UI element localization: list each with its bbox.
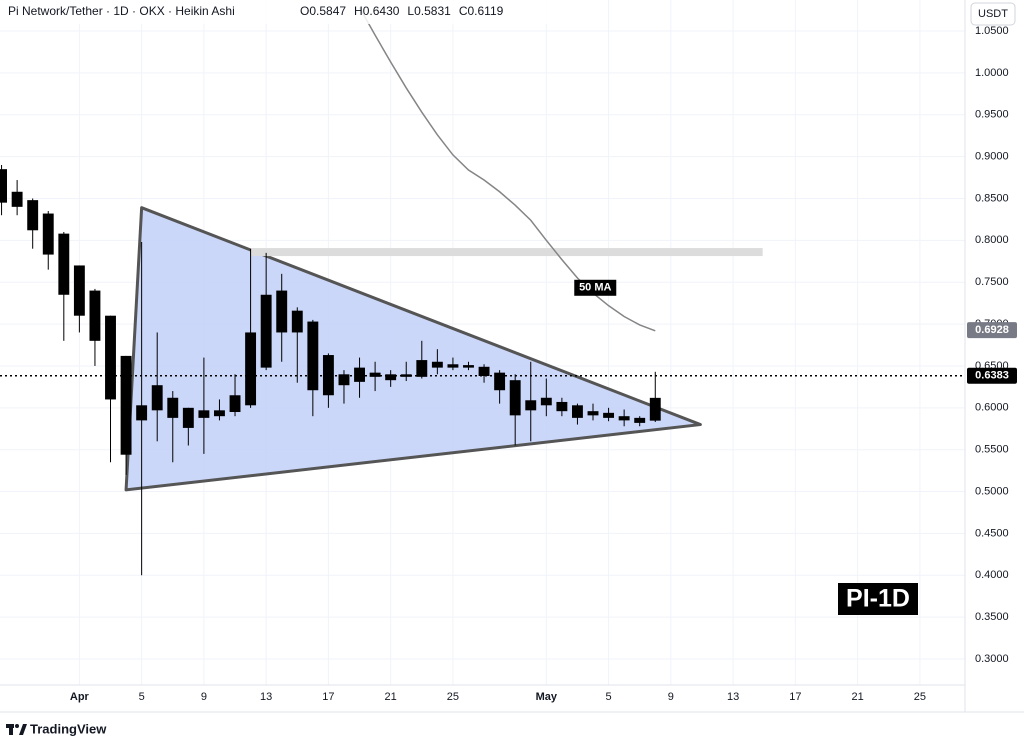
price-tag-label: 0.6383 <box>975 370 1009 382</box>
level-band <box>250 248 763 257</box>
y-tick-label: 0.4500 <box>975 527 1009 539</box>
candle-body <box>229 395 241 413</box>
candle-body <box>463 365 474 368</box>
header-ohlc: O0.5847 H0.6430 L0.5831 C0.6119 <box>300 4 504 18</box>
candle-body <box>416 360 428 377</box>
candle-body <box>431 361 443 368</box>
price-tag <box>967 322 1017 339</box>
candle-body <box>307 321 319 391</box>
y-tick-label: 0.8500 <box>975 192 1009 204</box>
x-tick-label: 5 <box>139 691 145 703</box>
y-tick-label: 1.0500 <box>975 25 1009 37</box>
ohlc-value: O0.5847 <box>300 4 346 18</box>
candle-body <box>540 397 552 406</box>
candle-body <box>27 200 39 231</box>
candle-body <box>58 233 70 295</box>
candle-body <box>478 366 490 376</box>
x-tick-label: May <box>536 691 558 703</box>
ohlc-value: C0.6119 <box>459 4 504 18</box>
candle-body <box>182 407 194 428</box>
candle-body <box>245 332 257 406</box>
ma-line <box>358 7 656 332</box>
candle-body <box>447 364 459 368</box>
y-tick-label: 0.3000 <box>975 653 1009 665</box>
candle-body <box>89 290 101 341</box>
candle-body <box>618 416 630 421</box>
candle-body <box>105 315 116 400</box>
candle-body <box>354 367 365 382</box>
watermark-bg <box>838 583 918 615</box>
plot-layer <box>0 0 965 685</box>
x-tick-label: 5 <box>606 691 612 703</box>
x-tick-label: 25 <box>447 691 459 703</box>
y-tick-label: 0.6000 <box>975 402 1009 414</box>
price-tag-label: 0.6928 <box>975 324 1009 336</box>
ma-label-bg <box>574 279 617 296</box>
candle-body <box>509 380 521 416</box>
y-tick-label: 0.9500 <box>975 109 1009 121</box>
x-tick-label: 13 <box>727 691 739 703</box>
candle-body <box>0 169 8 203</box>
candle-body <box>369 372 381 377</box>
candle-body <box>291 310 303 333</box>
x-tick-label: 17 <box>789 691 801 703</box>
candle-body <box>136 405 148 421</box>
candle-body <box>649 397 661 421</box>
logo-part <box>15 724 19 728</box>
x-tick-label: 9 <box>668 691 674 703</box>
price-tag <box>967 367 1017 384</box>
branding: TradingView <box>30 721 107 736</box>
x-tick-label: 9 <box>201 691 207 703</box>
candle-body <box>11 191 23 207</box>
ohlc-value: H0.6430 <box>354 4 400 18</box>
logo-part <box>9 724 13 735</box>
triangle-drawing <box>124 206 702 492</box>
candle-body <box>556 401 568 412</box>
ohlc-value: L0.5831 <box>407 4 451 18</box>
candle-body <box>587 411 599 416</box>
candle-body <box>571 405 583 418</box>
y-tick-label: 0.8000 <box>975 234 1009 246</box>
candle-body <box>400 374 412 377</box>
watermark: PI-1D <box>846 585 910 613</box>
logo-part <box>19 724 27 735</box>
candle-body <box>634 417 646 423</box>
candle-body <box>494 372 506 391</box>
candle-body <box>322 355 334 396</box>
y-tick-label: 0.5000 <box>975 485 1009 497</box>
candle-body <box>167 397 179 418</box>
candle-body <box>385 374 397 381</box>
currency-button[interactable] <box>970 2 1016 26</box>
y-tick-label: 1.0000 <box>975 67 1009 79</box>
candle-body <box>525 400 537 411</box>
ma-label: 50 MA <box>579 282 611 294</box>
tv-logo <box>6 724 27 735</box>
x-tick-label: 21 <box>385 691 397 703</box>
candle-body <box>603 412 615 418</box>
currency-button-label[interactable]: USDT <box>978 8 1008 20</box>
candle-body <box>73 265 85 316</box>
candle-body <box>198 410 210 418</box>
candle-body <box>214 410 225 417</box>
y-tick-label: 0.5500 <box>975 444 1009 456</box>
x-tick-label: 25 <box>914 691 926 703</box>
candle-body <box>260 294 272 368</box>
candle-body <box>338 374 350 386</box>
header-title: Pi Network/Tether · 1D · OKX · Heikin As… <box>8 4 235 18</box>
candle-body <box>276 290 288 333</box>
header-bg <box>0 0 560 24</box>
y-tick-label: 0.9000 <box>975 151 1009 163</box>
x-tick-label: 17 <box>322 691 334 703</box>
x-tick-label: 21 <box>851 691 863 703</box>
candle-body <box>120 355 132 455</box>
plot-area: 0.3000 0.3500 0.4000 0.4500 0.5000 0.5500 0.60… <box>0 0 1017 712</box>
y-tick-label: 0.7500 <box>975 276 1009 288</box>
candle-body <box>42 213 54 255</box>
candle-body <box>151 385 163 411</box>
y-tick-label: 0.4000 <box>975 569 1009 581</box>
x-tick-label: Apr <box>70 691 90 703</box>
x-tick-label: 13 <box>260 691 272 703</box>
y-tick-label: 0.3500 <box>975 611 1009 623</box>
